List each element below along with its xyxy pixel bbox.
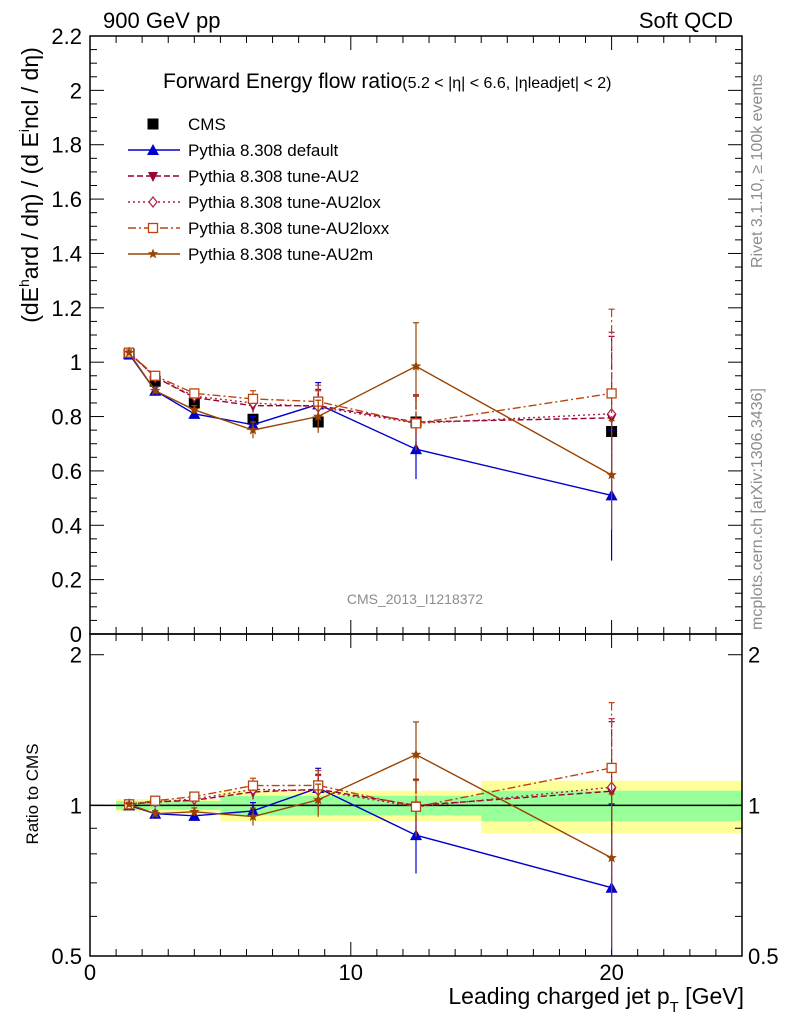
data-point	[606, 762, 617, 774]
series-1	[123, 348, 618, 561]
data-point	[410, 360, 422, 371]
chart-title-suffix: (5.2 < |η| < 6.6, |ηleadjet| < 2)	[402, 75, 611, 92]
chart-title: Forward Energy flow ratio(5.2 < |η| < 6.…	[163, 70, 611, 93]
data-point	[150, 370, 161, 381]
data-point	[189, 791, 200, 802]
ratio-tick-label-left: 0.5	[51, 944, 82, 969]
series-4	[123, 308, 617, 478]
legend-marker	[148, 172, 158, 182]
data-point	[313, 794, 324, 805]
ratio-y-axis-label: Ratio to CMS	[23, 743, 42, 844]
legend-entry-4: Pythia 8.308 tune-AU2loxx	[128, 219, 390, 238]
y-tick-label: 1.8	[51, 133, 82, 158]
ylabel-part-1: (dE	[17, 287, 43, 323]
data-point	[606, 852, 617, 863]
legend-label: Pythia 8.308 default	[188, 141, 339, 160]
data-point	[123, 347, 135, 358]
legend-label: Pythia 8.308 tune-AU2lox	[188, 193, 381, 212]
y-tick-label: 1	[70, 350, 82, 375]
x-tick-label: 20	[599, 960, 623, 985]
data-point	[150, 795, 161, 806]
legend-label: Pythia 8.308 tune-AU2m	[188, 245, 373, 264]
data-point	[410, 418, 422, 429]
ratio-series	[123, 702, 618, 956]
y-axis-label: (dEhard / dη) / (d Eincl / dη)	[16, 47, 43, 323]
legend-label: Pythia 8.308 tune-AU2	[188, 167, 359, 186]
legend-label: Pythia 8.308 tune-AU2loxx	[188, 219, 390, 238]
legend-marker	[147, 222, 159, 234]
ratio-tick-label-left: 1	[70, 793, 82, 818]
ratio-plot-frame	[89, 633, 743, 957]
axis-tick-labels: 0 10 20 0 0.2 0.4 0.6 0.8 1 1.2 1.4 1.6 1.8 2 2.2 0.5 0.…	[51, 24, 778, 985]
y-tick-label: 0.2	[51, 568, 82, 593]
series-line	[128, 353, 612, 497]
y-tick-label: 1.4	[51, 241, 82, 266]
xlabel-main: Leading charged jet p	[448, 983, 669, 1009]
legend-entry-2: Pythia 8.308 tune-AU2	[128, 167, 359, 186]
legend-entry-1: Pythia 8.308 default	[128, 141, 339, 160]
xlabel-unit: [GeV]	[679, 983, 744, 1009]
data-point	[606, 469, 617, 480]
ylabel-part-3: ard / dη) / (d E	[17, 132, 43, 279]
y-tick-label: 0	[70, 622, 82, 647]
data-point	[410, 749, 422, 760]
ylabel-part-4: i	[16, 129, 32, 132]
data-point	[150, 808, 161, 819]
legend-entry-5: Pythia 8.308 tune-AU2m	[128, 245, 373, 264]
y-tick-label: 2	[70, 78, 82, 103]
data-point	[247, 424, 259, 435]
legend-marker	[147, 118, 159, 130]
data-point	[247, 780, 259, 791]
mcplots-label: mcplots.cern.ch [arXiv:1306.3436]	[749, 388, 766, 630]
data-point	[150, 385, 161, 396]
x-axis-label: Leading charged jet pT [GeV]	[448, 983, 744, 1016]
legend-marker	[148, 196, 158, 208]
ylabel-part-5: ncl / dη)	[17, 47, 43, 129]
legend-entry-0: CMS	[147, 115, 226, 134]
series-4-ratio	[123, 702, 617, 862]
legend-entry-3: Pythia 8.308 tune-AU2lox	[128, 193, 381, 212]
data-point	[189, 806, 200, 817]
data-point	[123, 798, 135, 809]
ratio-tick-label-right: 2	[748, 643, 760, 668]
main-series	[123, 308, 618, 561]
y-tick-label: 0.4	[51, 513, 82, 538]
data-point	[313, 411, 324, 421]
series-5	[123, 322, 617, 530]
y-tick-label: 1.6	[51, 187, 82, 212]
ratio-tick-label-left: 2	[70, 643, 82, 668]
legend-marker	[147, 144, 159, 155]
y-tick-label: 0.6	[51, 459, 82, 484]
y-tick-label: 2.2	[51, 24, 82, 49]
data-point	[247, 393, 259, 405]
y-tick-label: 1.2	[51, 296, 82, 321]
x-tick-label: 10	[339, 960, 363, 985]
ylabel-part-2: h	[16, 279, 32, 287]
x-tick-label: 0	[84, 960, 96, 985]
data-point	[410, 801, 422, 812]
y-tick-label: 0.8	[51, 405, 82, 430]
series-5-ratio	[123, 721, 617, 949]
legend-label: CMS	[188, 115, 226, 134]
header-right: Soft QCD	[639, 8, 733, 33]
ratio-tick-label-right: 0.5	[748, 944, 779, 969]
axis-ticks	[89, 35, 743, 957]
data-point	[247, 811, 259, 822]
data-point	[189, 404, 200, 415]
analysis-label: CMS_2013_I1218372	[347, 591, 483, 607]
header-left: 900 GeV pp	[103, 8, 220, 33]
rivet-label: Rivet 3.1.10, ≥ 100k events	[749, 74, 766, 268]
xlabel-sub: T	[670, 999, 679, 1016]
data-point	[606, 388, 617, 399]
chart-title-main: Forward Energy flow ratio	[163, 70, 402, 93]
data-point	[606, 407, 617, 420]
ratio-tick-label-right: 1	[748, 793, 760, 818]
legend-marker	[147, 248, 159, 259]
data-point	[189, 388, 200, 399]
legend: CMS Pythia 8.308 default Pythia 8.308 tune…	[128, 115, 390, 264]
